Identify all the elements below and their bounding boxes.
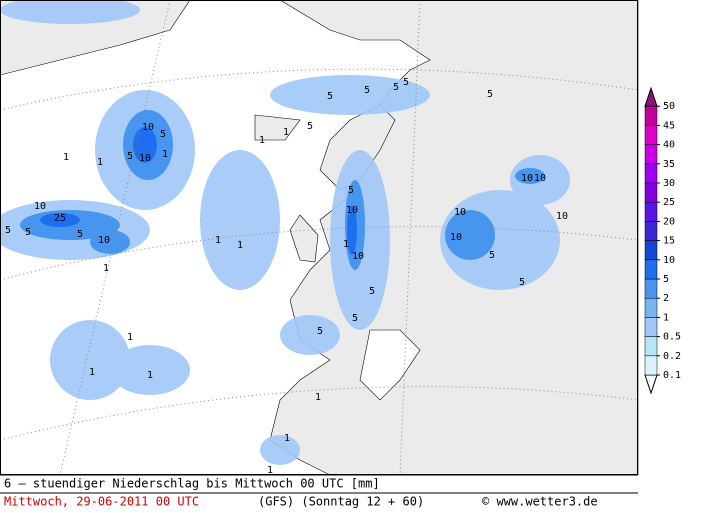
contour-label: 5 [403, 77, 409, 88]
contour-label: 1 [267, 465, 273, 476]
footer-date: Mittwoch, 29-06-2011 00 UTC [4, 495, 199, 509]
contour-label: 5 [369, 286, 375, 297]
legend-swatch [644, 278, 658, 299]
contour-label: 5 [160, 129, 166, 140]
legend-label: 25 [663, 197, 675, 208]
legend-label: 15 [663, 236, 675, 247]
contour-label: 5 [127, 151, 133, 162]
legend-swatch [644, 163, 658, 184]
contour-label: 1 [103, 263, 109, 274]
contour-label: 1 [237, 240, 243, 251]
contour-label: 10 [556, 211, 568, 222]
contour-label: 10 [352, 251, 364, 262]
contour-label: 5 [487, 89, 493, 100]
legend-swatch [644, 297, 658, 318]
contour-label: 5 [393, 82, 399, 93]
contour-label: 10 [534, 173, 546, 184]
legend-swatch [644, 259, 658, 280]
footer-credit: © www.wetter3.de [482, 495, 598, 509]
contour-label: 5 [519, 277, 525, 288]
contour-label: 1 [315, 392, 321, 403]
footer-model: (GFS) (Sonntag 12 + 60) [258, 495, 424, 509]
contour-label: 1 [89, 367, 95, 378]
contour-label: 25 [54, 213, 66, 224]
contour-label: 10 [139, 153, 151, 164]
contour-label: 1 [97, 157, 103, 168]
legend-arrow [644, 86, 658, 107]
legend-swatch [644, 182, 658, 203]
contour-label: 1 [343, 239, 349, 250]
contour-label: 5 [489, 250, 495, 261]
legend-swatch [644, 240, 658, 261]
legend-label: 35 [663, 159, 675, 170]
contour-label: 1 [63, 152, 69, 163]
legend-label: 45 [663, 120, 675, 131]
precipitation-heavy [40, 127, 357, 255]
mediterranean [359, 329, 421, 401]
legend-label: 20 [663, 216, 675, 227]
contour-label: 10 [142, 122, 154, 133]
contour-label: 1 [259, 135, 265, 146]
contour-label: 1 [147, 370, 153, 381]
legend-swatch [644, 105, 658, 126]
legend-swatch [644, 355, 658, 376]
contour-label: 5 [327, 91, 333, 102]
contour-label: 5 [352, 313, 358, 324]
legend-swatch [644, 125, 658, 145]
iceland [254, 114, 301, 141]
contour-label: 1 [283, 127, 289, 138]
legend-label: 0.5 [663, 332, 681, 343]
contour-label: 10 [521, 173, 533, 184]
legend-label: 2 [663, 293, 669, 304]
contour-label: 1 [215, 235, 221, 246]
contour-label: 10 [454, 207, 466, 218]
contour-label: 1 [284, 433, 290, 444]
legend-label: 0.2 [663, 351, 681, 362]
legend-label: 10 [663, 255, 675, 266]
legend-label: 50 [663, 101, 675, 112]
legend-label: 1 [663, 312, 669, 323]
contour-label: 5 [348, 185, 354, 196]
legend-swatch [644, 221, 658, 241]
legend-label: 40 [663, 140, 675, 151]
graticule [0, 0, 639, 476]
legend-swatch [644, 317, 658, 337]
legend-swatch [644, 144, 658, 165]
contour-label: 1 [162, 149, 168, 160]
contour-label: 5 [77, 229, 83, 240]
contour-label: 10 [450, 232, 462, 243]
contour-label: 5 [364, 85, 370, 96]
contour-label: 10 [34, 201, 46, 212]
legend-swatch [644, 201, 658, 222]
legend-label: 5 [663, 274, 669, 285]
legend-swatch [644, 336, 658, 357]
contour-label: 1 [127, 332, 133, 343]
contour-label: 5 [317, 326, 323, 337]
legend-label: 0.1 [663, 370, 681, 381]
contour-label: 10 [98, 235, 110, 246]
britain [289, 214, 319, 263]
contour-label: 5 [5, 225, 11, 236]
map-area [0, 0, 639, 476]
contour-label: 5 [25, 227, 31, 238]
footer-title: 6 – stuendiger Niederschlag bis Mittwoch… [4, 477, 380, 491]
contour-label: 5 [307, 121, 313, 132]
contour-label: 10 [346, 205, 358, 216]
legend-label: 30 [663, 178, 675, 189]
